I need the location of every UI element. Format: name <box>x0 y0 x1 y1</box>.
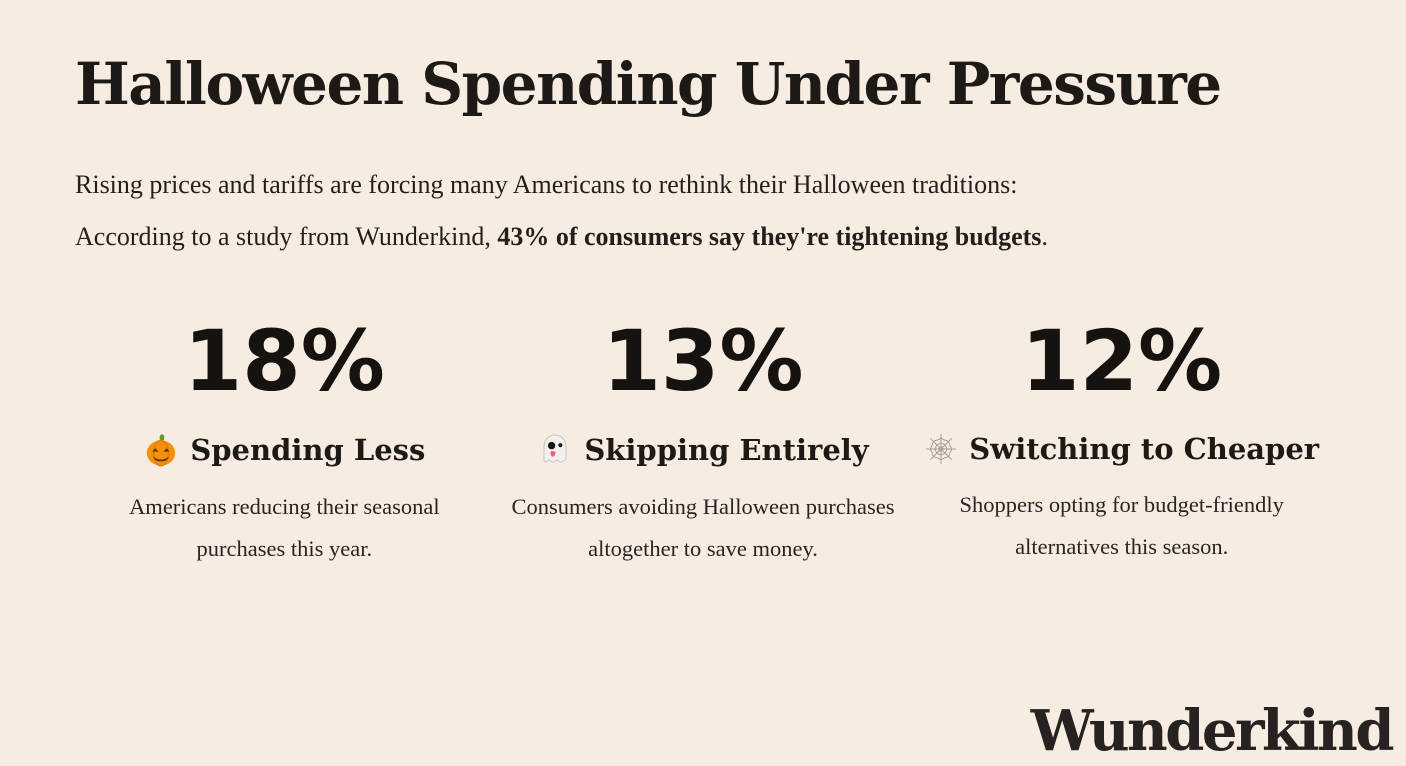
intro-line1: Rising prices and tariffs are forcing ma… <box>75 169 1018 199</box>
intro-highlight-stat: 43% of consumers say they're tightening … <box>497 221 1042 251</box>
stat-description: Americans reducing their seasonal purcha… <box>129 494 440 562</box>
stat-card-switching-cheaper: 12% Switching to Cheaper Shoppers opting… <box>912 311 1331 571</box>
stat-description: Shoppers opting for budget-friendly alte… <box>959 492 1284 560</box>
intro-line2-prefix: According to a study from Wunderkind, <box>75 221 498 251</box>
page-title: Halloween Spending Under Pressure <box>75 50 1222 118</box>
stat-card-spending-less: 18% Spending Less Americans reducing the… <box>75 311 494 571</box>
stat-label: Spending Less <box>75 432 494 468</box>
stat-card-skipping-entirely: 13% Skipping Entirely Consumers avoiding… <box>494 311 913 571</box>
spider-web-icon <box>924 432 958 466</box>
stat-label-text: Spending Less <box>190 433 426 468</box>
stat-label: Skipping Entirely <box>494 432 913 468</box>
wunderkind-logo: Wunderkind <box>1030 698 1395 764</box>
stat-label-text: Switching to Cheaper <box>969 432 1320 467</box>
stat-value: 13% <box>602 311 804 410</box>
stat-description: Consumers avoiding Halloween purchases a… <box>511 494 895 562</box>
stats-row: 18% Spending Less Americans reducing the… <box>75 311 1331 571</box>
jack-o-lantern-icon <box>143 432 179 468</box>
intro-text: Rising prices and tariffs are forcing ma… <box>75 159 1331 263</box>
stat-label: Switching to Cheaper <box>912 432 1331 466</box>
intro-line2-suffix: . <box>1041 221 1048 251</box>
stat-value: 12% <box>1021 311 1223 410</box>
stat-value: 18% <box>183 311 385 410</box>
stat-label-text: Skipping Entirely <box>584 433 869 468</box>
ghost-icon <box>537 432 573 468</box>
